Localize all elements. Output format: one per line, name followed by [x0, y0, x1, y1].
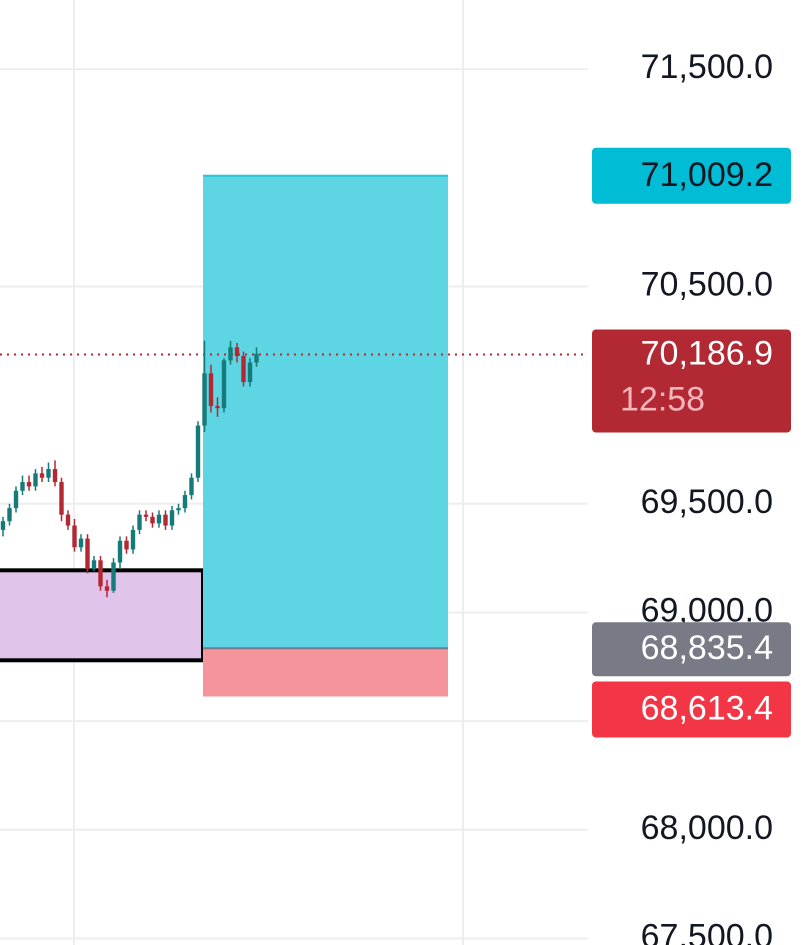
candle-body — [78, 538, 84, 548]
candle-body — [65, 514, 71, 526]
candle-body — [85, 538, 90, 569]
candle-body — [59, 482, 64, 515]
candle-body — [72, 525, 77, 548]
entry-label-box — [592, 622, 791, 677]
candle-body — [46, 469, 51, 478]
candle-body — [163, 514, 168, 526]
candle-body — [208, 373, 214, 406]
candle-body — [176, 508, 181, 511]
candle-body — [156, 514, 162, 524]
y-tick-label: 70,500.0 — [641, 265, 773, 303]
candle-body — [130, 529, 136, 550]
candle-body — [189, 477, 194, 496]
candle-body — [228, 347, 233, 361]
candle-body — [91, 560, 97, 569]
y-tick-label: 71,500.0 — [641, 48, 773, 86]
target-label-box — [592, 147, 791, 204]
y-tick-label: 68,000.0 — [641, 809, 773, 847]
entry-label: 68,835.4 — [641, 629, 773, 667]
y-tick-label: 69,500.0 — [641, 483, 773, 521]
candle-body — [150, 516, 155, 524]
candle-body — [241, 356, 246, 383]
candle-body — [39, 473, 45, 478]
candle-body — [0, 521, 6, 530]
candle-body — [26, 482, 32, 487]
candle-body — [13, 490, 19, 509]
candle-body — [20, 482, 25, 491]
candle-body — [215, 405, 220, 409]
last-price-label: 70,186.9 — [641, 334, 773, 372]
candle-body — [234, 347, 240, 357]
candle-body — [247, 362, 253, 383]
candle-body — [104, 586, 110, 591]
candle-body — [124, 540, 129, 550]
candle-body — [117, 540, 123, 563]
candle-body — [143, 514, 149, 517]
stop-label: 68,613.4 — [641, 689, 773, 727]
candle-body — [111, 562, 116, 591]
last-price-box — [592, 329, 791, 433]
candle-body — [195, 425, 201, 478]
candle-body — [169, 510, 175, 526]
candle-body — [137, 514, 142, 530]
candle-body — [98, 560, 103, 587]
candle-body — [202, 373, 207, 426]
candle-body — [254, 353, 259, 363]
stop-label-box — [592, 681, 791, 738]
candle-body — [33, 473, 38, 487]
y-tick-label: 67,500.0 — [641, 917, 773, 945]
loss-area — [203, 648, 448, 697]
candle-body — [7, 508, 12, 522]
countdown: 12:58 — [620, 380, 705, 418]
candle-body — [52, 469, 58, 483]
candle-body — [221, 360, 227, 409]
target-label: 71,009.2 — [641, 156, 773, 194]
candle-body — [182, 495, 188, 509]
profit-area — [203, 175, 448, 649]
